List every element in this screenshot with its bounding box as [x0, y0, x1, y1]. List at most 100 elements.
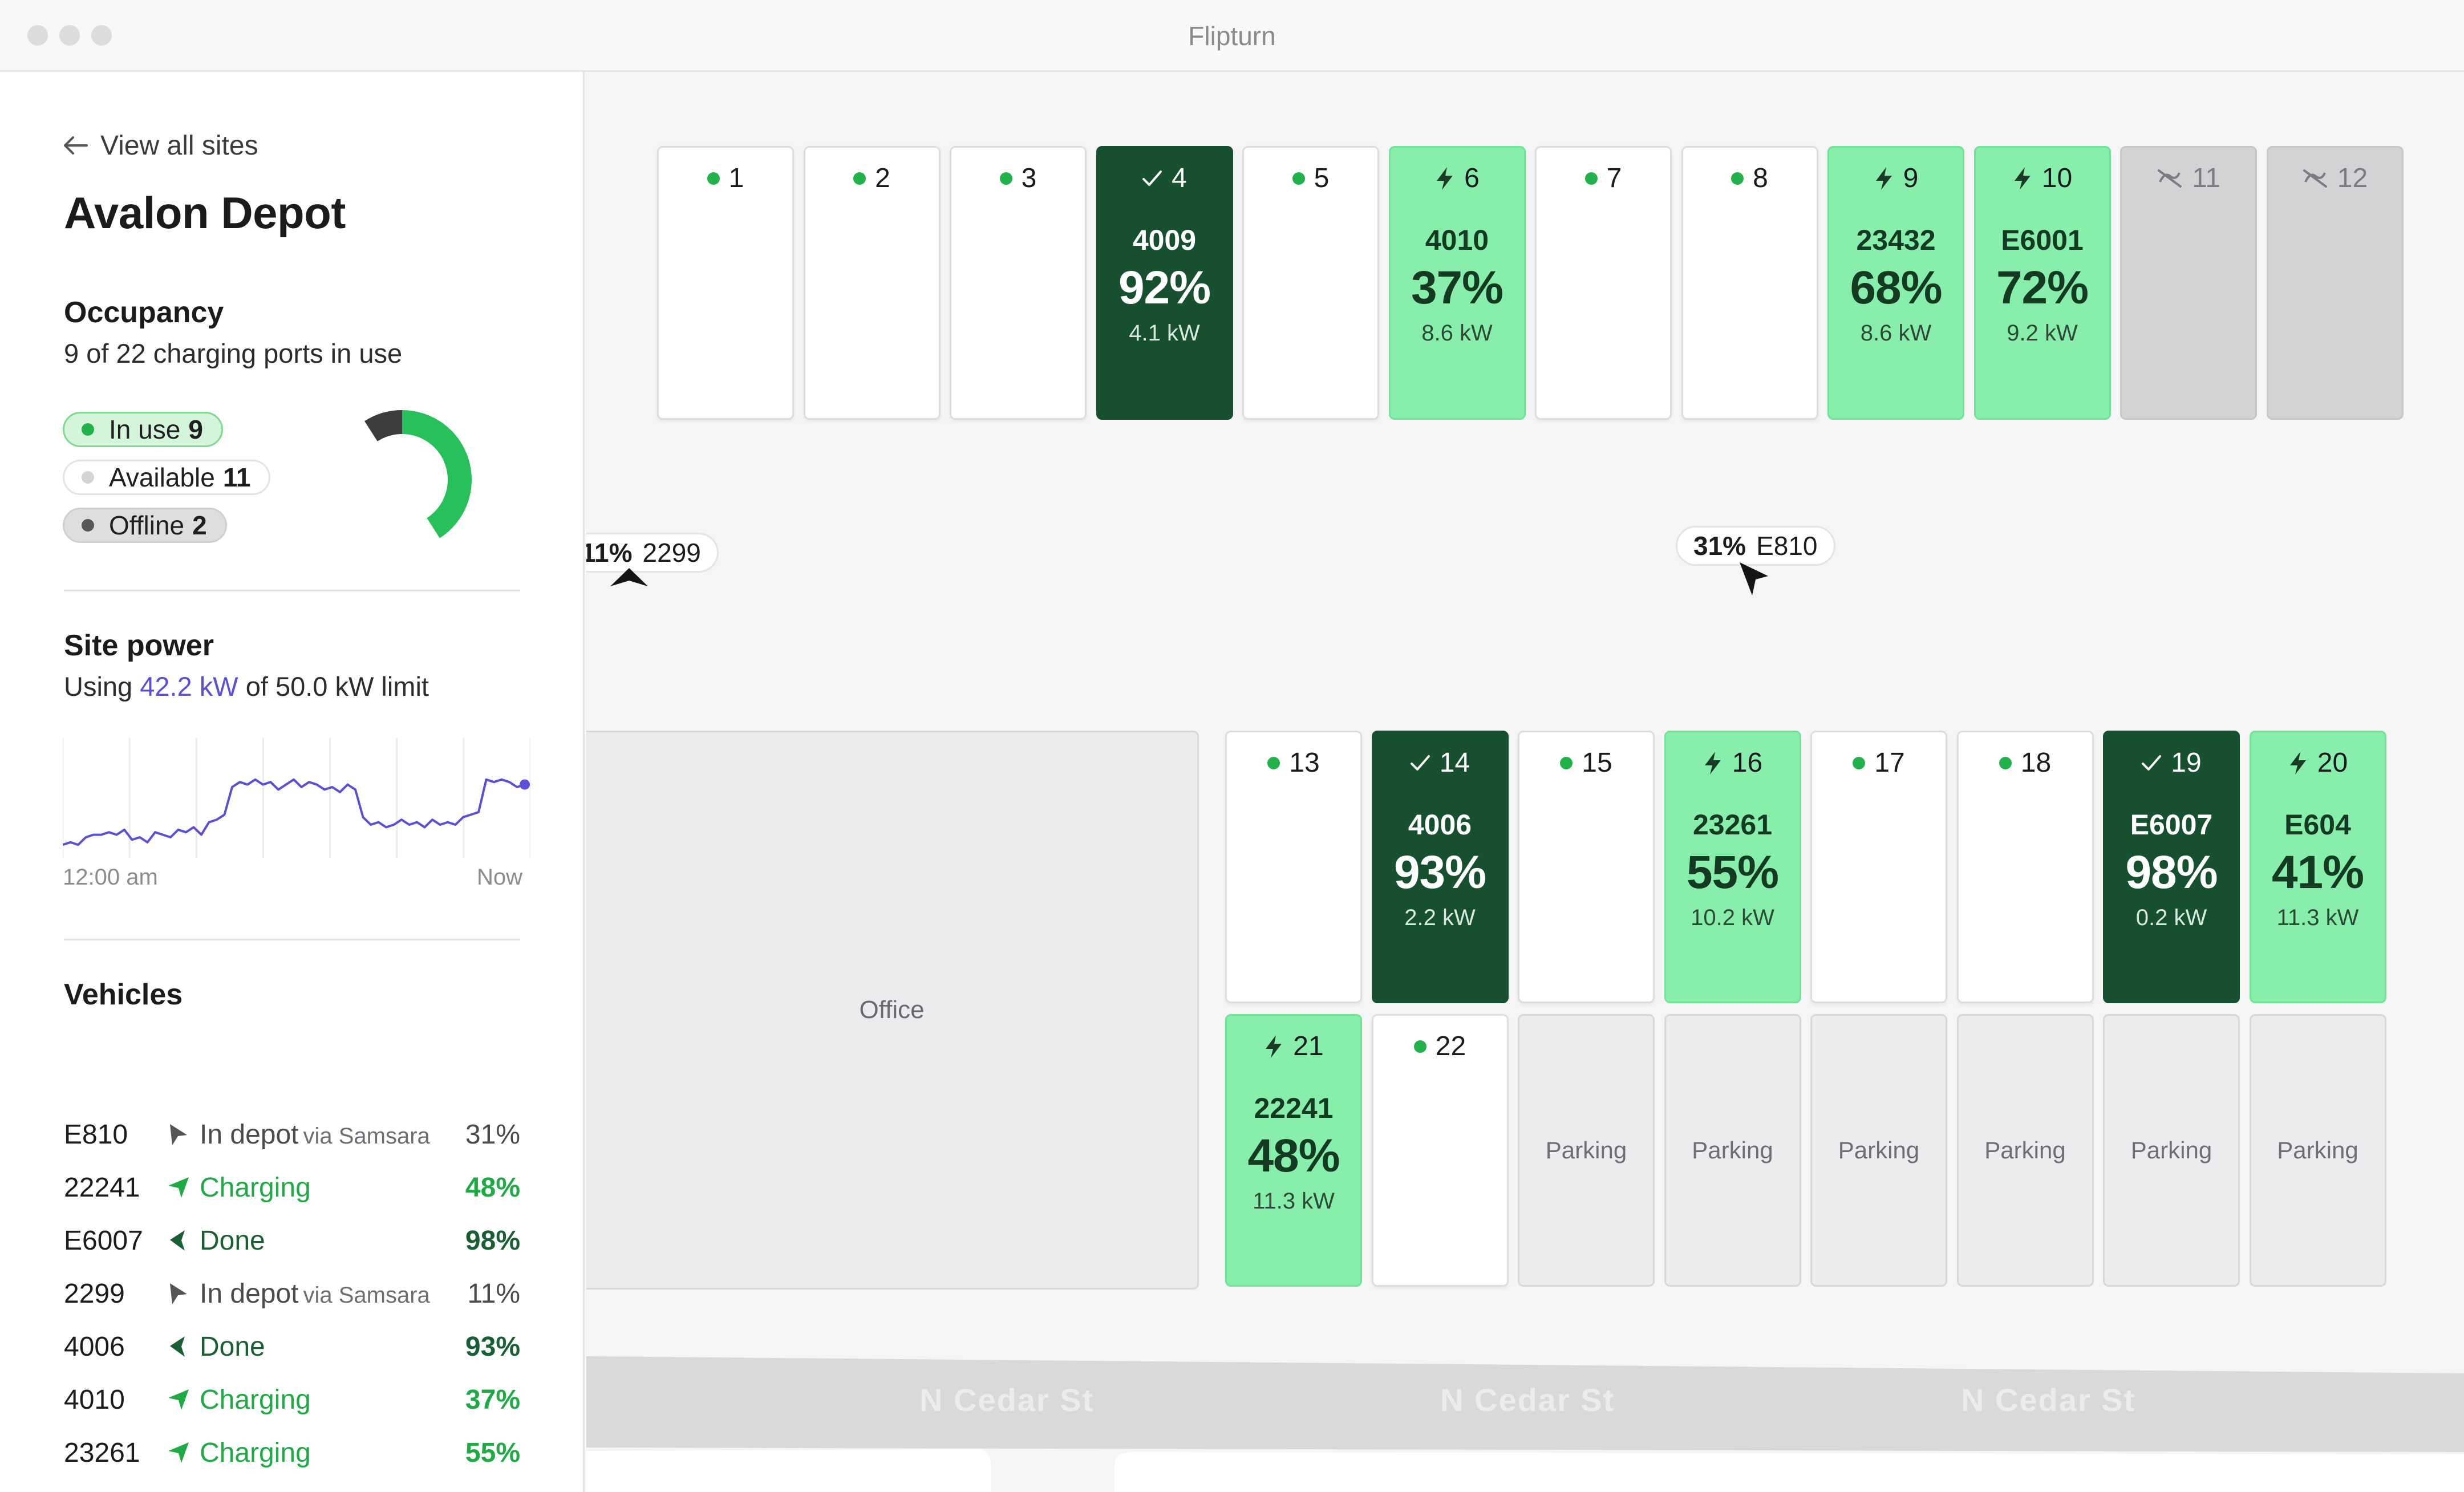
parking-spot[interactable]: Parking: [1810, 1014, 1947, 1287]
location-arrow-icon: [167, 1282, 200, 1306]
stall-21[interactable]: 21 22241 48% 11.3 kW: [1225, 1014, 1362, 1287]
stall-17[interactable]: 17: [1810, 731, 1947, 1003]
stall-header: 22: [1413, 1031, 1466, 1062]
tag-pct: 31%: [1693, 531, 1746, 561]
vehicle-status: Charging: [200, 1384, 440, 1416]
stall-vehicle-id: E6007: [2130, 809, 2213, 841]
vehicle-row-e6007[interactable]: E6007 Done 98%: [64, 1221, 520, 1260]
stall-header: 17: [1853, 747, 1905, 779]
charging-arrow-icon: [167, 1441, 200, 1465]
stall-3[interactable]: 3: [950, 146, 1087, 420]
site-title: Avalon Depot: [64, 188, 346, 238]
parking-label: Parking: [1692, 1137, 1773, 1163]
stall-header: 1: [707, 163, 744, 194]
stall-power: 11.3 kW: [1253, 1189, 1335, 1214]
view-all-sites-link[interactable]: View all sites: [63, 129, 258, 162]
stall-10[interactable]: 10 E6001 72% 9.2 kW: [1973, 146, 2111, 420]
stall-16[interactable]: 16 23261 55% 10.2 kW: [1664, 731, 1801, 1003]
stall-header: 11: [2157, 163, 2220, 194]
parking-label: Parking: [1545, 1137, 1627, 1163]
vehicle-row-2299[interactable]: 2299 In depot via Samsara 11%: [64, 1274, 520, 1313]
vehicle-map-tag-e810[interactable]: 31% E810: [1676, 526, 1835, 566]
stall-12[interactable]: 12: [2266, 146, 2404, 420]
parking-label: Parking: [2277, 1137, 2358, 1163]
stall-19[interactable]: 19 E6007 98% 0.2 kW: [2103, 731, 2240, 1003]
stall-number: 13: [1289, 748, 1320, 778]
vehicle-map-tag-2299[interactable]: 11% 2299: [586, 533, 719, 573]
stall-22[interactable]: 22: [1371, 1014, 1509, 1287]
vehicle-id: 4006: [64, 1331, 125, 1362]
stall-number: 21: [1293, 1031, 1324, 1061]
stall-power: 2.2 kW: [1404, 905, 1476, 930]
stall-power: 4.1 kW: [1129, 321, 1200, 346]
stall-18[interactable]: 18: [1956, 731, 2094, 1003]
tag-vehicle: E810: [1756, 531, 1818, 561]
window-zoom-button[interactable]: [91, 25, 112, 46]
vehicle-row-22241[interactable]: 22241 Charging 48%: [64, 1167, 520, 1207]
parking-spot[interactable]: Parking: [2249, 1014, 2386, 1287]
chart-start-label: 12:00 am: [63, 865, 158, 890]
vehicle-id: E6007: [64, 1225, 143, 1256]
stall-vehicle-id: 23432: [1856, 224, 1936, 256]
window-minimize-button[interactable]: [59, 25, 80, 46]
stall-6[interactable]: 6 4010 37% 8.6 kW: [1388, 146, 1526, 420]
stall-8[interactable]: 8: [1681, 146, 1818, 420]
vehicle-status-text: Charging: [200, 1384, 311, 1415]
vehicle-row-4006[interactable]: 4006 Done 93%: [64, 1327, 520, 1367]
stall-9[interactable]: 9 23432 68% 8.6 kW: [1827, 146, 1964, 420]
stall-number: 19: [2171, 748, 2202, 778]
parking-spot[interactable]: Parking: [1664, 1014, 1801, 1287]
depot-map[interactable]: N Cedar St N Cedar St N Cedar St Office …: [586, 72, 2464, 1492]
done-arrow-icon: [167, 1335, 200, 1359]
bolt-icon: [1263, 1034, 1284, 1059]
stall-number: 2: [875, 163, 890, 193]
stall-20[interactable]: 20 E604 41% 11.3 kW: [2249, 731, 2386, 1003]
street-label: N Cedar St: [1440, 1382, 1615, 1418]
stall-header: 9: [1874, 163, 1919, 194]
in-use-count: 9: [188, 415, 203, 444]
stall-header: 3: [999, 163, 1036, 194]
stall-header: 13: [1267, 747, 1320, 779]
stall-number: 15: [1582, 748, 1612, 778]
vehicle-status: In depot via Samsara: [200, 1278, 440, 1309]
stall-number: 9: [1903, 163, 1919, 193]
street-layer: [586, 1356, 2464, 1492]
stall-11[interactable]: 11: [2120, 146, 2257, 420]
available-dot-icon: [1853, 756, 1866, 769]
stall-number: 14: [1439, 748, 1470, 778]
occupancy-heading: Occupancy: [64, 296, 224, 329]
vehicle-row-23261[interactable]: 23261 Charging 55%: [64, 1433, 520, 1473]
stall-number: 8: [1753, 163, 1768, 193]
window-close-button[interactable]: [27, 25, 48, 46]
stall-power: 8.6 kW: [1860, 321, 1932, 346]
vehicle-row-e810[interactable]: E810 In depot via Samsara 31%: [64, 1114, 520, 1154]
donut-segment-available: [333, 421, 440, 549]
stall-15[interactable]: 15: [1518, 731, 1655, 1003]
parking-label: Parking: [1838, 1137, 1920, 1163]
stall-2[interactable]: 2: [803, 146, 941, 420]
offline-filter-pill[interactable]: Offline 2: [63, 508, 227, 543]
vehicle-status: Charging: [200, 1172, 440, 1203]
parking-spot[interactable]: Parking: [2103, 1014, 2240, 1287]
parking-spot[interactable]: Parking: [1518, 1014, 1655, 1287]
stall-4[interactable]: 4 4009 92% 4.1 kW: [1096, 146, 1233, 420]
stall-5[interactable]: 5: [1242, 146, 1379, 420]
parking-label: Parking: [2130, 1137, 2212, 1163]
stall-vehicle-id: E604: [2284, 809, 2351, 841]
stall-1[interactable]: 1: [657, 146, 794, 420]
offline-plug-icon: [2302, 168, 2328, 189]
in-use-filter-pill[interactable]: In use 9: [63, 412, 223, 447]
available-filter-pill[interactable]: Available 11: [63, 460, 271, 495]
stall-number: 1: [728, 163, 744, 193]
stall-7[interactable]: 7: [1535, 146, 1672, 420]
stall-header: 12: [2302, 163, 2368, 194]
parking-spot[interactable]: Parking: [1956, 1014, 2094, 1287]
vehicle-row-4010[interactable]: 4010 Charging 37%: [64, 1380, 520, 1420]
vehicle-row-23261[interactable]: 23261 Charging 41%: [64, 1486, 520, 1492]
stall-14[interactable]: 14 4006 93% 2.2 kW: [1371, 731, 1509, 1003]
stall-number: 16: [1732, 748, 1763, 778]
stall-13[interactable]: 13: [1225, 731, 1362, 1003]
stall-number: 7: [1606, 163, 1622, 193]
divider: [64, 590, 520, 591]
stall-number: 22: [1435, 1031, 1466, 1061]
